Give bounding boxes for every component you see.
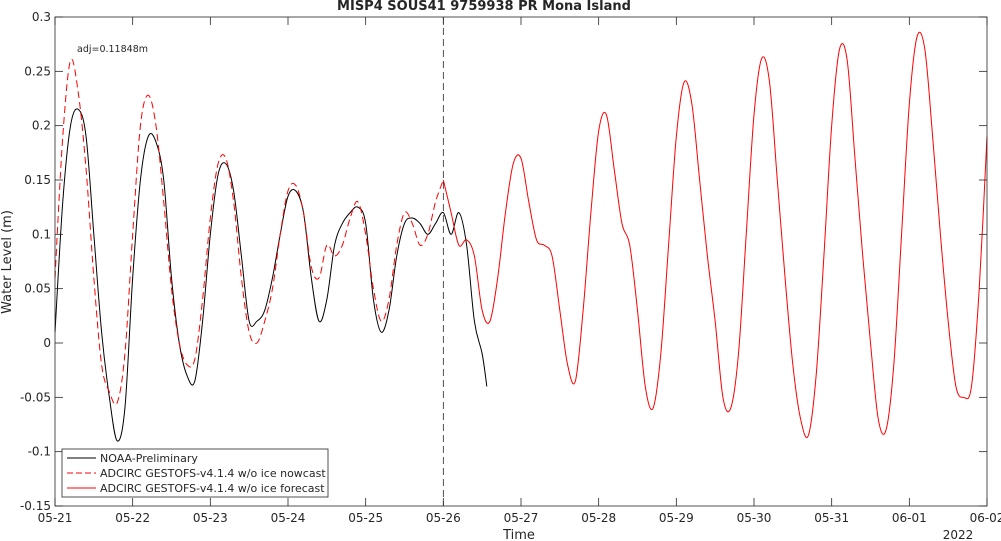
legend-label-nowcast: ADCIRC GESTOFS-v4.1.4 w/o ice nowcast [100,467,326,480]
legend-label-observed: NOAA-Preliminary [100,452,198,465]
y-tick-label: 0.05 [24,282,51,296]
y-tick-label: -0.15 [20,499,51,513]
x-tick-label: 05-29 [659,511,694,525]
y-tick-label: 0.15 [24,173,51,187]
x-tick-label: 05-26 [426,511,461,525]
x-axis-label: Time [502,528,535,541]
x-tick-label: 05-22 [115,511,150,525]
x-tick-label: 05-31 [814,511,849,525]
x-tick-label: 05-25 [348,511,383,525]
x-tick-label: 05-27 [504,511,539,525]
legend-label-forecast: ADCIRC GESTOFS-v4.1.4 w/o ice forecast [100,482,325,495]
chart-title: MISP4 SOUS41 9759938 PR Mona Island [337,0,631,14]
series-line-forecast [442,31,988,439]
x-tick-label: 05-28 [581,511,616,525]
y-axis-label: Water Level (m) [0,210,15,314]
series-line-observed [54,108,488,442]
x-tick-label: 06-02 [970,511,1001,525]
legend-box [61,448,329,498]
legend: NOAA-Preliminary ADCIRC GESTOFS-v4.1.4 w… [61,448,329,498]
y-tick-label: 0.25 [24,64,51,78]
x-year-label: 2022 [943,528,974,541]
y-tick-label: 0.2 [32,119,51,133]
x-tick-label: 05-24 [271,511,306,525]
y-tick-label: 0.1 [32,227,51,241]
y-tick-label: -0.1 [28,445,51,459]
y-tick-label: 0 [43,336,51,350]
x-tick-label: 05-21 [38,511,73,525]
y-tick-label: -0.05 [20,390,51,404]
series-line-nowcast [54,58,444,406]
x-tick-label: 06-01 [892,511,927,525]
x-tick-label: 05-23 [193,511,228,525]
plot-background [55,17,987,506]
adjustment-annotation: adj=0.11848m [77,44,148,55]
x-tick-label: 05-30 [737,511,772,525]
plot-area: 05-21 05-22 05-23 05-24 05-25 05-26 05-27 05-28… [20,10,1001,525]
y-tick-label: 0.3 [32,10,51,24]
